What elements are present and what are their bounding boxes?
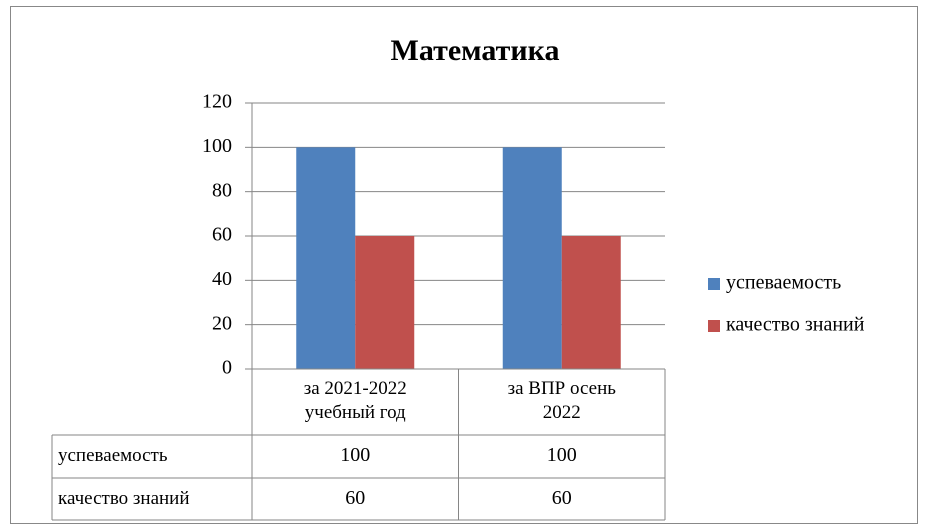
table-value: 100 xyxy=(547,444,577,466)
y-tick-label: 20 xyxy=(212,312,232,334)
y-tick-label: 120 xyxy=(202,91,232,113)
bar xyxy=(502,147,562,369)
bar xyxy=(355,236,415,369)
x-tick-label: за 2021-2022 учебный год xyxy=(303,378,407,423)
table-value: 60 xyxy=(345,487,365,509)
table-value: 100 xyxy=(340,444,370,466)
table-row-label: качество знаний xyxy=(58,488,190,509)
table-value: 60 xyxy=(552,487,572,509)
legend-label: успеваемость xyxy=(726,272,841,294)
legend-label: качество знаний xyxy=(726,314,865,336)
x-tick-label: за ВПР осень 2022 xyxy=(507,378,616,423)
y-tick-label: 60 xyxy=(212,224,232,246)
chart-border xyxy=(10,6,918,524)
category-cell: за 2021-2022 учебный год xyxy=(303,378,407,423)
table-row-label: успеваемость xyxy=(58,445,168,466)
y-tick-label: 100 xyxy=(202,135,232,157)
y-tick-label: 40 xyxy=(212,268,232,290)
bar xyxy=(296,147,356,369)
y-tick-label: 0 xyxy=(222,357,232,379)
bar xyxy=(561,236,621,369)
category-cell: за ВПР осень 2022 xyxy=(507,378,616,423)
legend-swatch xyxy=(708,278,720,290)
chart-title: Математика xyxy=(391,34,560,67)
legend-swatch xyxy=(708,320,720,332)
y-tick-label: 80 xyxy=(212,179,232,201)
